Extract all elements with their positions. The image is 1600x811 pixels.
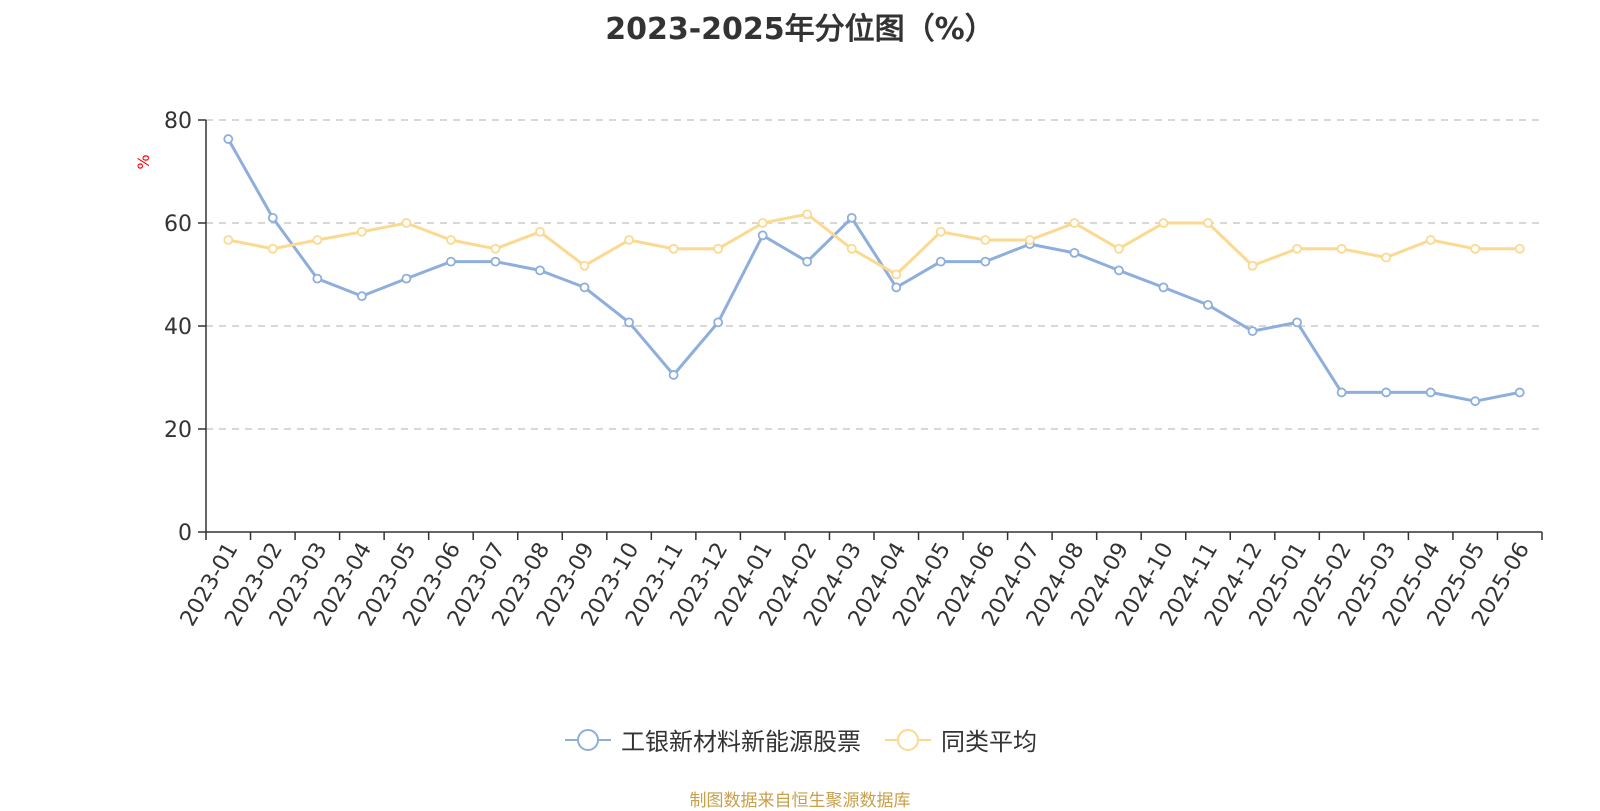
series-point-1 [223, 235, 234, 245]
series-point-1 [846, 243, 857, 254]
legend-label-fund: 工银新材料新能源股票 [621, 728, 861, 756]
series-point-0 [579, 282, 590, 293]
series-point-0 [223, 134, 234, 144]
series-point-0 [490, 256, 501, 267]
y-axis-label: % [134, 154, 153, 169]
series-point-1 [1470, 243, 1481, 254]
series-point-0 [1114, 265, 1124, 276]
series-point-1 [1336, 243, 1347, 254]
series-point-1 [1425, 235, 1436, 245]
series-point-0 [1292, 317, 1302, 328]
series-point-1 [624, 235, 634, 245]
series-point-1 [401, 218, 412, 228]
series-point-0 [624, 317, 634, 328]
series-point-0 [1069, 247, 1080, 258]
legend: 工银新材料新能源股票 同类平均 [0, 722, 1600, 757]
series-point-1 [579, 260, 590, 271]
series-point-1 [713, 243, 724, 254]
series-point-1 [935, 226, 946, 237]
series-point-0 [802, 256, 813, 267]
legend-line-marker-icon [565, 728, 611, 751]
series-point-1 [1292, 243, 1302, 254]
series-point-0 [1336, 387, 1347, 398]
series-point-0 [1470, 396, 1481, 407]
series-point-1 [446, 235, 456, 245]
series-point-1 [535, 226, 545, 237]
y-tick-label: 40 [164, 315, 192, 340]
series-point-1 [1114, 243, 1124, 254]
series-point-1 [980, 235, 991, 245]
legend-line-marker-icon [885, 728, 931, 751]
y-tick-label: 60 [164, 212, 192, 237]
series-line-1 [228, 212, 1520, 276]
series-point-0 [668, 370, 679, 380]
series-point-1 [1381, 252, 1392, 263]
series-point-0 [1425, 387, 1436, 398]
series-point-0 [891, 282, 902, 293]
series-point-0 [267, 212, 278, 223]
chart-title: 2023-2025年分位图（%） [605, 12, 995, 47]
series-point-1 [1024, 235, 1035, 245]
series-point-0 [1381, 387, 1392, 398]
series-point-1 [891, 269, 902, 280]
series-point-1 [1514, 243, 1525, 254]
series-point-0 [1158, 282, 1169, 293]
series-point-1 [1203, 218, 1213, 228]
series-point-0 [846, 212, 857, 223]
series-point-1 [1069, 218, 1080, 228]
series-point-0 [1203, 299, 1213, 310]
series-point-1 [312, 235, 323, 245]
series-point-1 [668, 243, 679, 254]
legend-item-fund[interactable]: 工银新材料新能源股票 [563, 722, 861, 757]
series-point-0 [401, 273, 412, 284]
series-line-0 [226, 138, 1520, 403]
series-point-1 [1247, 260, 1258, 271]
series-point-0 [757, 230, 768, 241]
series-point-1 [356, 226, 367, 237]
series-point-0 [446, 256, 456, 267]
series-point-0 [1514, 387, 1525, 398]
series-point-1 [490, 243, 501, 254]
series-point-0 [535, 265, 545, 276]
series-point-1 [1158, 218, 1169, 228]
series-point-1 [267, 243, 278, 254]
series-point-1 [757, 218, 768, 228]
data-source-note: 制图数据来自恒生聚源数据库 [689, 791, 911, 811]
series-point-0 [312, 273, 323, 284]
legend-item-average[interactable]: 同类平均 [883, 722, 1037, 757]
y-tick-label: 80 [164, 109, 192, 134]
y-tick-label: 0 [178, 521, 192, 546]
legend-label-average: 同类平均 [941, 728, 1037, 756]
series-point-0 [713, 317, 724, 328]
y-tick-label: 20 [164, 418, 192, 443]
series-point-0 [1247, 326, 1258, 337]
series-point-0 [356, 291, 367, 302]
series-point-1 [802, 209, 813, 220]
series-point-0 [935, 256, 946, 267]
series-point-0 [980, 256, 991, 267]
